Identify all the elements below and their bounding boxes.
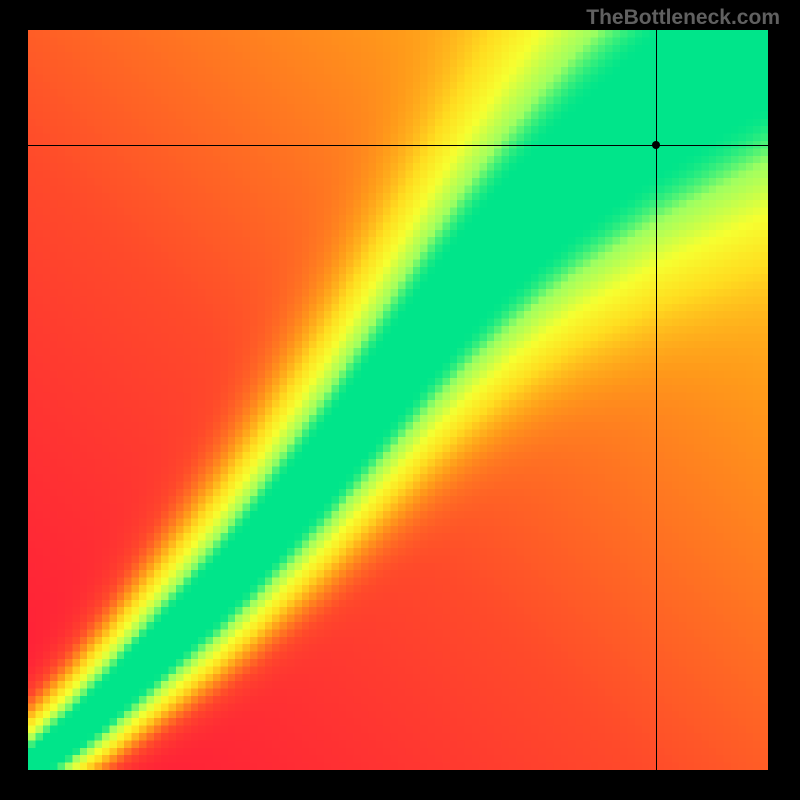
heatmap-plot-area <box>28 30 768 770</box>
crosshair-marker <box>652 141 660 149</box>
watermark-text: TheBottleneck.com <box>586 6 780 30</box>
